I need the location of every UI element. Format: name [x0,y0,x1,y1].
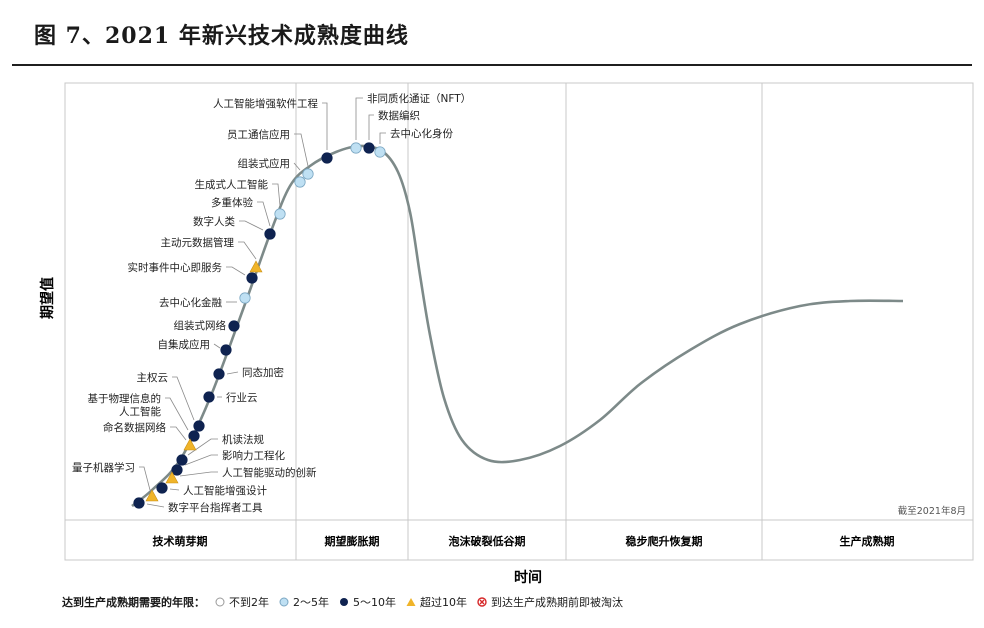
legend: 达到生产成熟期需要的年限： 不到2年 2～5年 5～10年 超过10年 到达生产… [62,594,623,610]
marker-gt10 [145,489,159,502]
leader-line [226,266,246,276]
tech-label: 行业云 [226,391,258,404]
legend-item-gt10: 超过10年 [406,594,467,610]
tech-label: 主动元数据管理 [161,236,235,249]
leader-line [170,426,187,441]
figure-title: 图 7、2021 年新兴技术成熟度曲线 [34,23,409,49]
title-rule [12,64,972,66]
leader-line [213,343,221,349]
marker-5to10 [171,464,183,476]
tech-label: 同态加密 [242,366,284,379]
tech-label: 命名数据网络 [103,421,166,434]
phase-label: 期望膨胀期 [325,534,380,548]
tech-label: 去中心化金融 [159,296,222,309]
marker-5to10 [246,272,258,284]
tech-label: 多重体验 [211,196,253,209]
marker-gt10 [249,260,263,273]
marker-2to5 [294,176,306,188]
legend-item-obsolete: 到达生产成熟期前即被淘汰 [477,594,623,610]
leader-line [368,114,374,140]
leader-line [139,466,151,491]
leader-line [272,183,281,207]
leader-line [165,397,189,431]
tech-label: 基于物理信息的人工智能 [88,392,162,418]
marker-2to5 [374,146,386,158]
tech-label: 实时事件中心即服务 [128,261,223,274]
legend-item-lt2: 不到2年 [215,594,269,610]
date-note: 截至2021年8月 [898,505,966,517]
leader-line [355,97,363,140]
tech-label: 量子机器学习 [72,461,135,474]
tech-label: 人工智能增强软件工程 [213,97,318,110]
tech-label: 人工智能增强设计 [183,484,267,497]
tech-label: 员工通信应用 [227,128,290,141]
marker-5to10 [220,344,232,356]
leader-line [179,471,218,477]
x-axis-label: 时间 [514,569,542,586]
marker-5to10 [176,454,188,466]
tech-label: 数字平台指挥者工具 [168,501,263,514]
tech-label: 组装式应用 [238,157,291,170]
marker-5to10 [133,497,145,509]
marker-5to10 [363,142,375,154]
leader-line [293,162,301,171]
leader-line [294,133,309,167]
marker-5to10 [156,482,168,494]
marker-5to10 [228,320,240,332]
tech-label: 机读法规 [222,433,264,446]
leader-line [238,241,257,260]
leader-line [379,132,386,144]
legend-item-2to5: 2～5年 [279,594,329,610]
phase-label: 生产成熟期 [840,534,895,548]
marker-2to5 [274,208,286,220]
marker-gt10 [165,471,179,484]
marker-2to5 [302,168,314,180]
phase-label: 稳步爬升恢复期 [626,534,703,548]
tech-label: 数据编织 [378,109,420,122]
marker-2to5 [239,292,251,304]
leader-line [257,201,271,227]
phase-label: 泡沫破裂低谷期 [449,534,526,548]
leader-line [146,503,165,508]
marker-5to10 [213,368,225,380]
tech-label: 自集成应用 [158,338,211,351]
marker-gt10 [183,438,197,451]
y-axis-label: 期望值 [39,277,56,319]
marker-5to10 [321,152,333,164]
marker-5to10 [203,391,215,403]
marker-5to10 [193,420,205,432]
tech-label: 组装式网络 [174,319,227,332]
tech-label: 去中心化身份 [390,127,453,140]
tech-label: 非同质化通证（NFT） [367,92,471,105]
hype-curve [131,144,904,508]
tech-label: 主权云 [137,371,169,384]
marker-5to10 [264,228,276,240]
leader-line [239,220,264,231]
tech-label: 人工智能驱动的创新 [222,466,317,479]
leader-line [169,488,180,491]
leader-line [226,371,239,375]
leader-line [322,102,328,150]
legend-heading: 达到生产成熟期需要的年限： [62,596,205,609]
marker-2to5 [350,142,362,154]
legend-item-5to10: 5～10年 [339,594,396,610]
tech-label: 数字人类 [193,215,235,228]
leader-line [172,376,195,421]
marker-5to10 [188,430,200,442]
phase-band [64,519,974,561]
phase-label: 技术萌芽期 [153,534,208,548]
leader-line [184,454,218,466]
tech-label: 生成式人工智能 [195,178,269,191]
tech-label: 影响力工程化 [222,449,285,462]
